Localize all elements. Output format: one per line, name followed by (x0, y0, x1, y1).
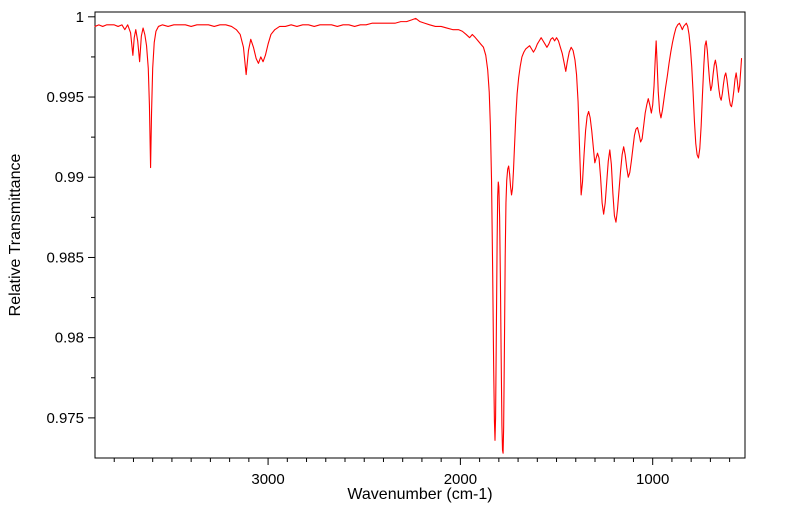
x-tick-label: 3000 (251, 471, 284, 488)
plot-frame (94, 11, 746, 459)
plot-area: 3000 2000 1000 0.975 0.98 0.985 0.99 0.995 1 (46, 9, 746, 488)
spectrum-line (94, 17, 743, 454)
y-tick-label: 0.98 (55, 330, 84, 347)
y-tick-label: 0.995 (46, 89, 84, 106)
x-tick-label: 1000 (636, 471, 669, 488)
y-tick-label: 0.99 (55, 169, 84, 186)
y-tick-label: 0.985 (46, 249, 84, 266)
x-axis-label: Wavenumber (cm-1) (347, 486, 492, 503)
y-tick-label: 1 (76, 9, 84, 26)
x-tick-label: 2000 (444, 471, 477, 488)
y-tick-label: 0.975 (46, 410, 84, 427)
y-axis-label: Relative Transmittance (7, 154, 24, 317)
